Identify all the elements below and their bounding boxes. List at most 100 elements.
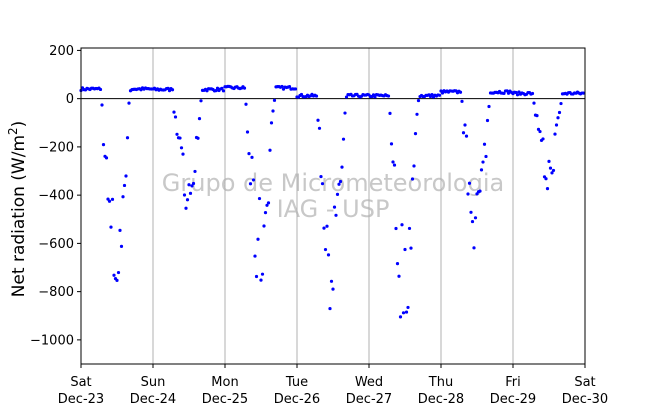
data-point-161 bbox=[321, 182, 324, 185]
data-point-212 bbox=[397, 275, 400, 278]
data-point-68 bbox=[181, 153, 184, 156]
data-point-116 bbox=[253, 254, 256, 257]
data-point-291 bbox=[516, 93, 519, 96]
y-tick-label-4: −600 bbox=[38, 237, 74, 252]
data-point-263 bbox=[474, 216, 477, 219]
y-tick-label-0: 200 bbox=[49, 44, 74, 59]
data-point-205 bbox=[387, 94, 390, 97]
data-point-310 bbox=[544, 177, 547, 180]
data-point-163 bbox=[324, 248, 327, 251]
data-point-315 bbox=[552, 169, 555, 172]
data-point-217 bbox=[405, 310, 408, 313]
data-point-268 bbox=[481, 160, 484, 163]
data-point-70 bbox=[184, 207, 187, 210]
x-tick-day-4: Wed bbox=[355, 375, 383, 390]
data-point-26 bbox=[118, 229, 121, 232]
data-point-30 bbox=[124, 174, 127, 177]
data-point-207 bbox=[390, 142, 393, 145]
data-point-216 bbox=[403, 248, 406, 251]
data-point-209 bbox=[393, 163, 396, 166]
data-point-32 bbox=[127, 102, 130, 105]
data-point-62 bbox=[172, 111, 175, 114]
data-point-168 bbox=[331, 288, 334, 291]
data-point-317 bbox=[555, 123, 558, 126]
data-point-28 bbox=[121, 195, 124, 198]
data-point-316 bbox=[553, 132, 556, 135]
data-point-121 bbox=[261, 273, 264, 276]
x-tick-day-7: Sat bbox=[574, 375, 595, 390]
data-point-304 bbox=[535, 114, 538, 117]
data-point-129 bbox=[273, 99, 276, 102]
data-point-14 bbox=[100, 103, 103, 106]
data-point-25 bbox=[117, 271, 120, 274]
y-axis-label: Net radiation (W/m2) bbox=[6, 121, 29, 298]
data-point-254 bbox=[460, 100, 463, 103]
data-point-109 bbox=[243, 87, 246, 90]
data-point-318 bbox=[556, 116, 559, 119]
data-point-170 bbox=[334, 214, 337, 217]
data-point-239 bbox=[438, 94, 441, 97]
data-point-271 bbox=[486, 119, 489, 122]
data-point-213 bbox=[399, 315, 402, 318]
data-point-173 bbox=[339, 180, 342, 183]
data-point-123 bbox=[264, 211, 267, 214]
data-point-258 bbox=[466, 192, 469, 195]
data-point-166 bbox=[328, 307, 331, 310]
watermark-line-1: Grupo de Micrometeorologia bbox=[162, 169, 504, 197]
data-point-75 bbox=[192, 182, 195, 185]
data-point-313 bbox=[549, 167, 552, 170]
data-point-63 bbox=[174, 115, 177, 118]
data-point-29 bbox=[123, 184, 126, 187]
data-point-69 bbox=[183, 193, 186, 196]
data-point-169 bbox=[333, 206, 336, 209]
data-point-158 bbox=[316, 119, 319, 122]
data-point-115 bbox=[252, 178, 255, 181]
y-tick-label-6: −1000 bbox=[30, 333, 74, 348]
x-tick-day-2: Mon bbox=[211, 375, 238, 390]
data-point-31 bbox=[126, 136, 129, 139]
data-point-267 bbox=[480, 168, 483, 171]
data-point-269 bbox=[483, 143, 486, 146]
data-point-165 bbox=[327, 253, 330, 256]
watermark-line-2: IAG - USP bbox=[277, 195, 390, 223]
data-point-21 bbox=[111, 198, 114, 201]
data-point-157 bbox=[315, 94, 318, 97]
data-point-220 bbox=[409, 247, 412, 250]
data-point-172 bbox=[337, 183, 340, 186]
data-point-253 bbox=[459, 91, 462, 94]
data-point-215 bbox=[402, 311, 405, 314]
data-point-113 bbox=[249, 182, 252, 185]
data-point-272 bbox=[487, 105, 490, 108]
data-point-128 bbox=[271, 109, 274, 112]
x-tick-date-7: Dec-30 bbox=[562, 392, 608, 407]
data-point-19 bbox=[108, 200, 111, 203]
data-point-27 bbox=[120, 245, 123, 248]
data-point-118 bbox=[256, 238, 259, 241]
data-point-22 bbox=[112, 274, 115, 277]
data-point-126 bbox=[268, 149, 271, 152]
data-point-114 bbox=[250, 156, 253, 159]
data-point-174 bbox=[340, 166, 343, 169]
data-point-218 bbox=[406, 306, 409, 309]
data-point-61 bbox=[171, 88, 174, 91]
data-point-261 bbox=[471, 220, 474, 223]
data-point-71 bbox=[186, 198, 189, 201]
data-point-260 bbox=[469, 211, 472, 214]
data-point-164 bbox=[325, 225, 328, 228]
data-point-308 bbox=[541, 137, 544, 140]
data-point-302 bbox=[532, 102, 535, 105]
data-point-270 bbox=[484, 155, 487, 158]
data-point-176 bbox=[343, 111, 346, 114]
data-point-224 bbox=[415, 113, 418, 116]
data-point-79 bbox=[198, 117, 201, 120]
data-point-67 bbox=[180, 146, 183, 149]
data-point-222 bbox=[412, 164, 415, 167]
y-tick-label-5: −800 bbox=[38, 285, 74, 300]
data-point-171 bbox=[336, 193, 339, 196]
data-point-122 bbox=[262, 224, 265, 227]
data-point-72 bbox=[187, 183, 190, 186]
data-point-319 bbox=[558, 111, 561, 114]
data-point-301 bbox=[531, 92, 534, 95]
data-point-311 bbox=[546, 187, 549, 190]
data-point-117 bbox=[255, 275, 258, 278]
